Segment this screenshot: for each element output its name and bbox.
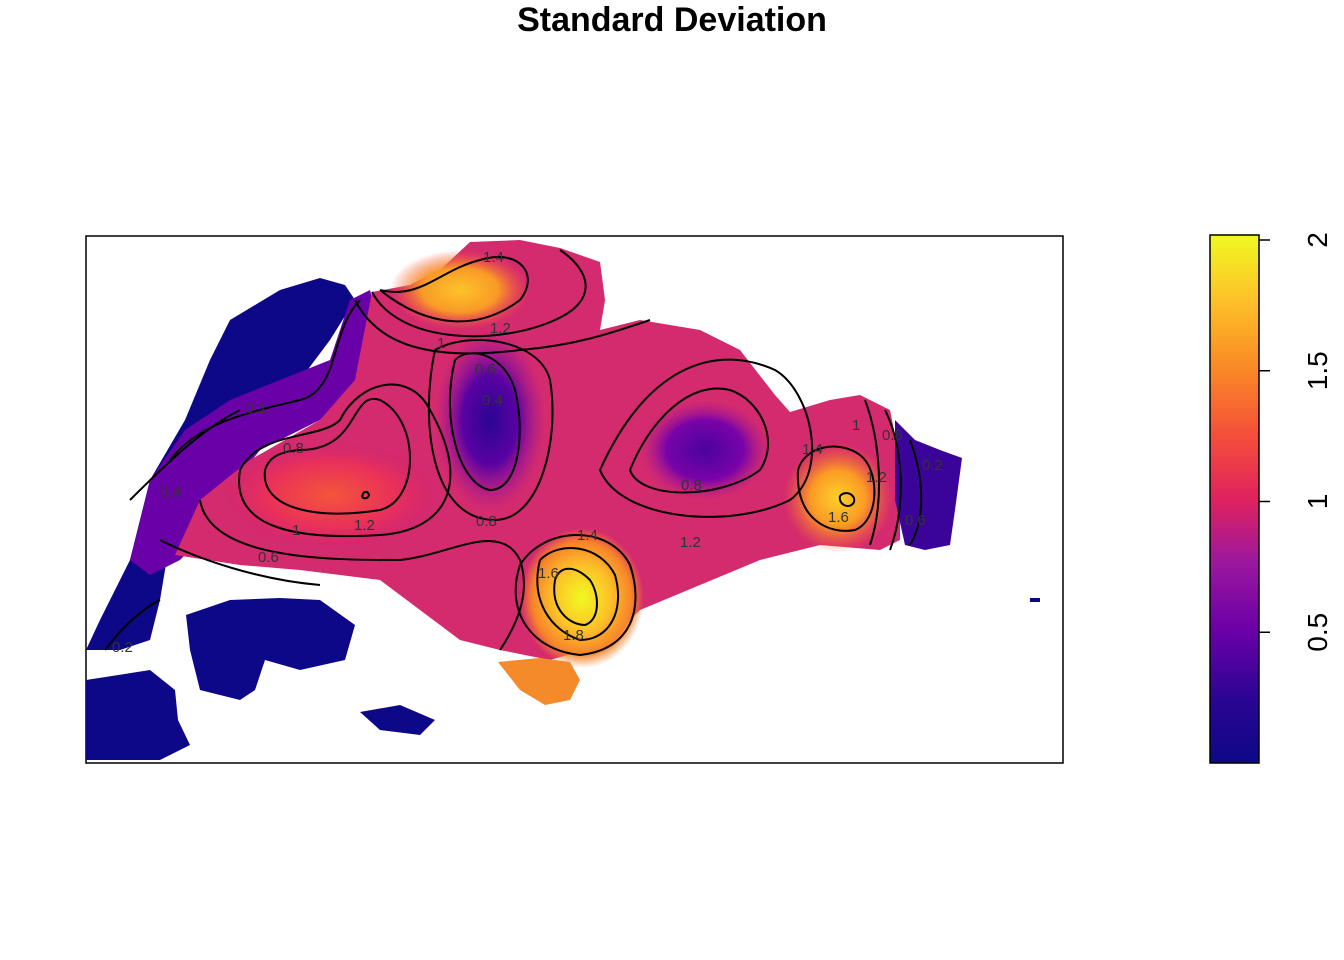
- legend-tick-label: 1.5: [1302, 351, 1333, 390]
- southern-islet: [498, 658, 580, 705]
- west-warm-field: [220, 440, 440, 550]
- contour-line: [599, 358, 813, 518]
- western-transition-region: [130, 290, 380, 575]
- contour-line: [838, 492, 856, 507]
- contour-labels: 1.4 1.2 1 0.6 0.4 0.8 0.8 1.2 1 0.4 0.6 …: [112, 249, 943, 656]
- contour-label: 0.6: [475, 361, 496, 378]
- contour-line: [361, 490, 371, 500]
- contour-line: [354, 299, 651, 355]
- contour-label: 1: [852, 417, 860, 434]
- contour-label: 0.4: [482, 392, 503, 409]
- legend-tick-label: 2: [1302, 232, 1333, 248]
- color-legend: 0.5 1 1.5 2: [1209, 232, 1333, 764]
- contour-label: 0.2: [922, 457, 943, 474]
- contour-label: 0.8: [882, 427, 903, 444]
- contour-line: [104, 599, 161, 651]
- legend-ticks: 0.5 1 1.5 2: [1259, 232, 1333, 652]
- contour-line: [909, 439, 923, 546]
- contour-line: [129, 409, 241, 501]
- contour-label: 1: [437, 335, 445, 352]
- contour-label: 0.8: [681, 477, 702, 494]
- contour-label: 0.6: [905, 512, 926, 529]
- contour-label: 1.2: [354, 517, 375, 534]
- contour-label: 0.8: [476, 513, 497, 530]
- contour-label: 1.2: [490, 320, 511, 337]
- contour-line: [514, 534, 637, 657]
- contour-line: [169, 299, 361, 461]
- contour-label: 1.8: [563, 627, 584, 644]
- contour-line: [371, 249, 587, 338]
- contour-line: [553, 567, 598, 627]
- east-warm-field: [783, 443, 893, 553]
- contour-line: [379, 256, 529, 323]
- contour-line: [536, 547, 620, 642]
- contour-label: 1.4: [802, 441, 823, 458]
- contour-label: 0.2: [112, 639, 133, 656]
- contour-line: [238, 383, 452, 538]
- contour-label: 1.2: [866, 469, 887, 486]
- contour-lines: [104, 249, 923, 657]
- contour-line: [199, 499, 525, 651]
- contour-line: [884, 409, 902, 551]
- southwest-islands: [86, 598, 1040, 760]
- contour-label: 0.8: [283, 440, 304, 457]
- contour-line: [263, 397, 411, 515]
- north-warm-field: [390, 250, 530, 330]
- contour-line: [796, 445, 876, 532]
- legend-colorbar: [1209, 234, 1260, 764]
- contour-label: 1.6: [538, 565, 559, 582]
- contour-label: 0.1: [246, 400, 267, 417]
- contour-label: 1.4: [577, 527, 598, 544]
- contour-line: [864, 399, 881, 546]
- contour-label: 1.2: [680, 534, 701, 551]
- contour-label: 1.4: [483, 249, 504, 266]
- east-cool-field: [640, 400, 770, 500]
- raster-surface: [86, 240, 1040, 760]
- contour-label: 1.6: [828, 509, 849, 526]
- contour-label: 0.4: [160, 484, 181, 501]
- contour-line: [629, 387, 770, 494]
- eastern-edge-region: [895, 420, 962, 550]
- contour-line: [427, 339, 554, 522]
- south-warm-field: [520, 528, 644, 668]
- plot-title: Standard Deviation: [517, 1, 827, 39]
- legend-tick-label: 0.5: [1302, 613, 1333, 652]
- contour-label: 0.6: [258, 549, 279, 566]
- legend-tick-label: 1: [1302, 494, 1333, 510]
- contour-label: 1: [292, 522, 300, 539]
- contour-line: [159, 539, 321, 586]
- contour-line: [448, 352, 521, 492]
